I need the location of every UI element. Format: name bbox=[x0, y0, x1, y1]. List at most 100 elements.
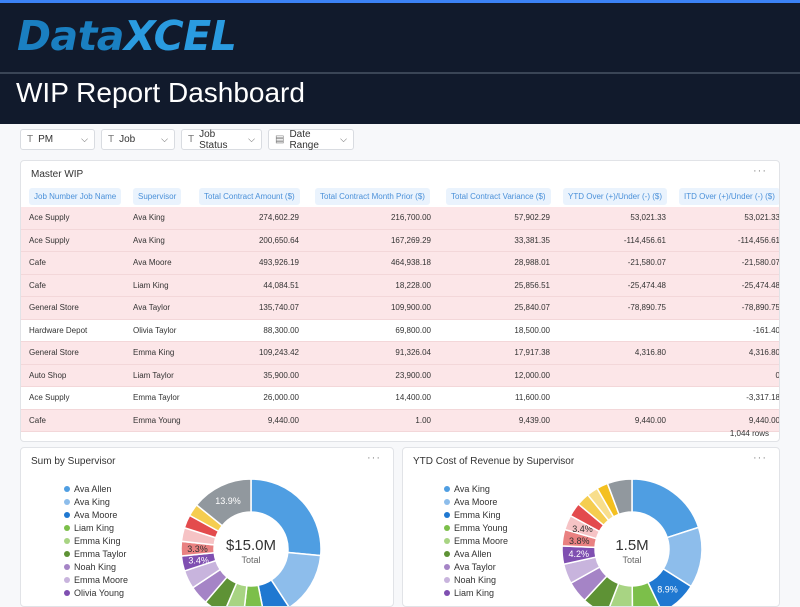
master-wip-card: Master WIP ··· Job Number Job Name Super… bbox=[20, 160, 780, 442]
table-cell: -3,317.18 bbox=[746, 393, 780, 402]
column-header[interactable]: Supervisor bbox=[133, 188, 182, 205]
legend-label: Emma King bbox=[74, 535, 121, 546]
legend-item[interactable]: Ava Allen bbox=[64, 482, 128, 495]
table-cell: 18,228.00 bbox=[395, 280, 431, 290]
legend-item[interactable]: Ava King bbox=[64, 495, 128, 508]
table-cell: 14,400.00 bbox=[395, 393, 431, 402]
legend-item[interactable]: Noah King bbox=[64, 560, 128, 573]
chevron-down-icon: ⌵ bbox=[161, 134, 168, 144]
center-label: Total bbox=[241, 555, 260, 565]
chevron-down-icon: ⌵ bbox=[248, 134, 255, 144]
datax-cel-logo: DataXCEL bbox=[17, 12, 237, 60]
table-cell: 9,440.00 bbox=[634, 415, 666, 425]
legend-label: Ava King bbox=[454, 483, 490, 494]
table-row[interactable]: Auto Shop Liam Taylor 35,900.00 23,900.00 12… bbox=[21, 364, 779, 387]
table-cell: Emma Taylor bbox=[133, 393, 180, 402]
table-cell: 26,000.00 bbox=[263, 393, 299, 402]
legend-item[interactable]: Ava Taylor bbox=[444, 560, 508, 573]
legend-item[interactable]: Emma Taylor bbox=[64, 547, 128, 560]
legend-label: Noah King bbox=[454, 574, 497, 585]
legend-item[interactable]: Noah King bbox=[444, 573, 508, 586]
table-row[interactable]: Cafe Emma Young 9,440.00 1.00 9,439.00 9,440.… bbox=[21, 409, 779, 432]
legend-item[interactable]: Emma King bbox=[64, 534, 128, 547]
legend-item[interactable]: Ava Moore bbox=[444, 495, 508, 508]
filter-label: Job Status bbox=[199, 128, 228, 151]
table-row[interactable]: General Store Ava Taylor 135,740.07 109,900… bbox=[21, 297, 779, 320]
table-cell: -25,474.48 bbox=[627, 280, 666, 290]
donut-slice[interactable] bbox=[606, 478, 633, 516]
legend-dot-icon bbox=[64, 563, 70, 570]
center-value: $15.0M bbox=[226, 537, 276, 554]
table-cell: 11,600.00 bbox=[515, 393, 550, 402]
legend-item[interactable]: Emma Young bbox=[444, 521, 508, 534]
table-cell: 57,902.29 bbox=[514, 213, 550, 222]
table-cell: 12,000.00 bbox=[514, 370, 550, 380]
donut-slice[interactable] bbox=[195, 478, 252, 527]
table-cell: 4,316.80 bbox=[748, 348, 780, 357]
legend-item[interactable]: Emma Moore bbox=[64, 573, 128, 586]
table-row[interactable]: Hardware Depot Olivia Taylor 88,300.00 69,8… bbox=[21, 319, 779, 342]
column-header[interactable]: Job Number Job Name bbox=[29, 188, 122, 205]
table-cell: 91,326.04 bbox=[395, 348, 431, 357]
legend-label: Emma Young bbox=[454, 522, 508, 533]
column-header[interactable]: Total Contract Variance ($) bbox=[446, 188, 551, 205]
legend-item[interactable]: Liam King bbox=[64, 521, 128, 534]
donut-slice[interactable] bbox=[631, 478, 700, 539]
donut-slice[interactable] bbox=[270, 551, 322, 607]
column-header[interactable]: Total Contract Month Prior ($) bbox=[315, 188, 430, 205]
table-cell: 274,602.29 bbox=[258, 213, 299, 222]
more-options-icon[interactable]: ··· bbox=[753, 165, 767, 177]
table-cell: Hardware Depot bbox=[29, 325, 88, 335]
table-cell: 167,269.29 bbox=[390, 235, 431, 245]
table-row[interactable]: Ace Supply Emma Taylor 26,000.00 14,400.00 1… bbox=[21, 387, 780, 410]
column-header[interactable]: YTD Over (+)/Under (-) ($) bbox=[563, 188, 668, 205]
table-cell: -21,580.07 bbox=[627, 258, 666, 267]
more-options-icon[interactable]: ··· bbox=[367, 452, 381, 464]
legend-item[interactable]: Emma King bbox=[444, 508, 508, 521]
legend-item[interactable]: Liam King bbox=[444, 586, 508, 599]
table-row[interactable]: Ace Supply Ava King 200,650.64 167,269.29 33… bbox=[21, 229, 780, 252]
legend-item[interactable]: Ava Allen bbox=[444, 547, 508, 560]
more-options-icon[interactable]: ··· bbox=[753, 452, 767, 464]
legend-item[interactable]: Ava King bbox=[444, 482, 508, 495]
slice-label: 3.4% bbox=[572, 524, 593, 534]
chevron-down-icon: ⌵ bbox=[340, 134, 347, 144]
legend-label: Ava King bbox=[74, 496, 110, 507]
table-cell: -114,456.61 bbox=[737, 235, 780, 245]
table-cell: 9,440.00 bbox=[267, 415, 299, 425]
table-cell: -78,890.75 bbox=[627, 303, 666, 312]
legend-label: Ava Taylor bbox=[454, 561, 496, 572]
legend-item[interactable]: Ava Moore bbox=[64, 508, 128, 521]
table-row[interactable]: Ace Supply Ava King 274,602.29 216,700.00 57… bbox=[21, 207, 779, 230]
legend-item[interactable]: Emma Moore bbox=[444, 534, 508, 547]
table-cell: 9,439.00 bbox=[518, 415, 550, 425]
filter-job[interactable]: T Job ⌵ bbox=[101, 129, 175, 150]
table-cell: 35,900.00 bbox=[263, 370, 299, 380]
table-cell: 88,300.00 bbox=[263, 325, 299, 335]
legend-dot-icon bbox=[444, 524, 450, 531]
table-cell: -21,580.07 bbox=[741, 258, 780, 267]
table-cell: Ace Supply bbox=[29, 393, 70, 402]
chart-legend: Ava King Ava Moore Emma King Emma Young Emma… bbox=[444, 482, 508, 599]
table-row[interactable]: Cafe Liam King 44,084.51 18,228.00 25,856.51… bbox=[21, 274, 779, 297]
table-row[interactable]: General Store Emma King 109,243.42 91,326.0… bbox=[21, 342, 780, 365]
table-cell: 200,650.64 bbox=[258, 235, 299, 245]
legend-item[interactable]: Olivia Young bbox=[64, 586, 128, 599]
filter-job-status[interactable]: T Job Status ⌵ bbox=[181, 128, 262, 151]
filter-label: PM bbox=[38, 134, 54, 145]
row-count: 1,044 rows bbox=[729, 429, 769, 438]
table-cell: General Store bbox=[29, 303, 79, 312]
column-header[interactable]: Total Contract Amount ($) bbox=[199, 188, 300, 205]
filter-bar: T PM ⌵ T Job ⌵ T Job Status ⌵ ▤ Date Range ⌵ bbox=[20, 128, 354, 151]
table-cell: 493,926.19 bbox=[258, 258, 299, 267]
filter-pm[interactable]: T PM ⌵ bbox=[20, 129, 95, 150]
chart-legend: Ava Allen Ava King Ava Moore Liam King Emma … bbox=[64, 482, 128, 599]
filter-date-range[interactable]: ▤ Date Range ⌵ bbox=[268, 129, 354, 151]
table-cell: Ava King bbox=[133, 235, 165, 245]
table-row[interactable]: Cafe Ava Moore 493,926.19 464,938.18 28,988.… bbox=[21, 252, 780, 275]
table-cell: 25,840.07 bbox=[514, 303, 550, 312]
column-header[interactable]: ITD Over (+)/Under (-) ($) bbox=[679, 188, 779, 205]
legend-label: Ava Moore bbox=[74, 509, 118, 520]
table-cell: Cafe bbox=[29, 258, 46, 267]
